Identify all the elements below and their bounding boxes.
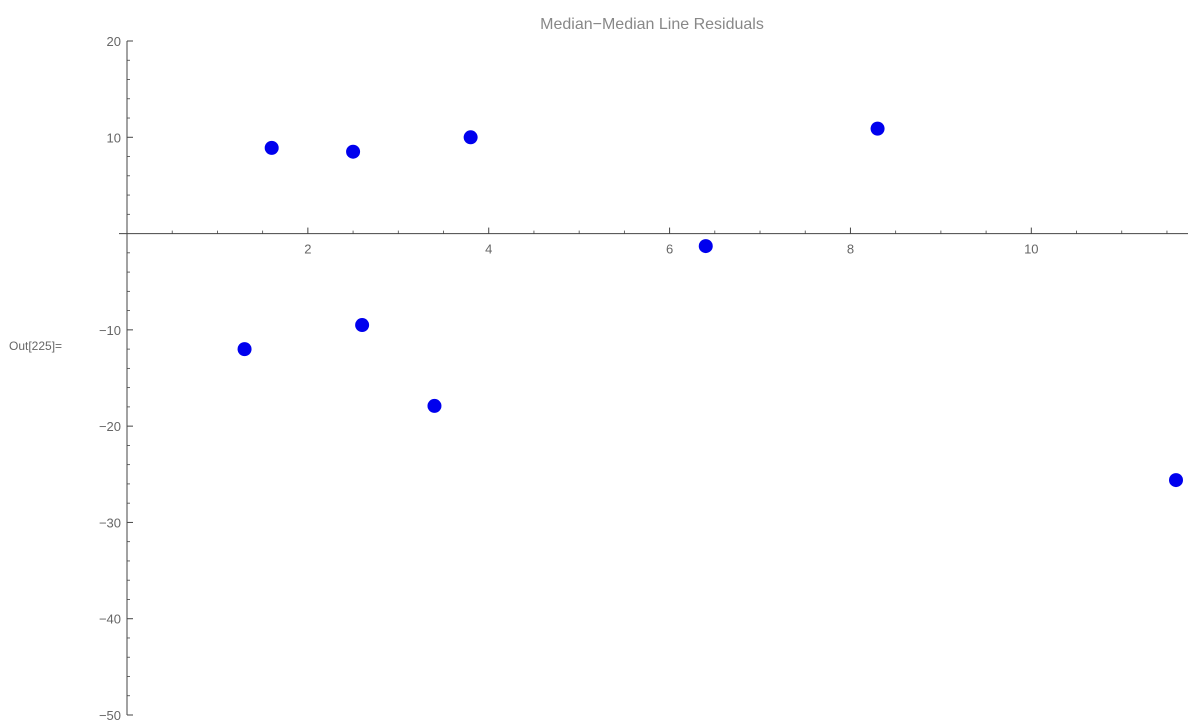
axes: 2 4 6 8 10 20 10 −10 −20 −30 −40 −50	[99, 34, 1188, 723]
data-point	[346, 144, 361, 159]
data-point	[237, 342, 252, 357]
y-tick-label: −40	[99, 612, 121, 627]
y-tick-label: −50	[99, 708, 121, 723]
chart-title: Median−Median Line Residuals	[540, 16, 764, 33]
data-point	[264, 140, 279, 155]
y-tick-label: −20	[99, 419, 121, 434]
y-tick-label: 20	[107, 34, 121, 49]
x-tick-label: 2	[304, 242, 311, 257]
x-tick-label: 6	[666, 242, 673, 257]
x-tick-label: 8	[847, 242, 854, 257]
y-tick-label: −10	[99, 323, 121, 338]
data-point	[1169, 473, 1183, 488]
data-point	[427, 398, 442, 413]
data-points	[237, 121, 1183, 488]
output-cell-label: Out[225]=	[9, 339, 63, 353]
x-tick-label: 4	[485, 242, 492, 257]
data-point	[463, 130, 478, 145]
y-tick-label: −30	[99, 515, 121, 530]
data-point	[870, 121, 885, 136]
data-point	[355, 318, 370, 333]
data-point	[698, 239, 713, 254]
y-tick-label: 10	[107, 130, 121, 145]
x-tick-label: 10	[1024, 242, 1038, 257]
